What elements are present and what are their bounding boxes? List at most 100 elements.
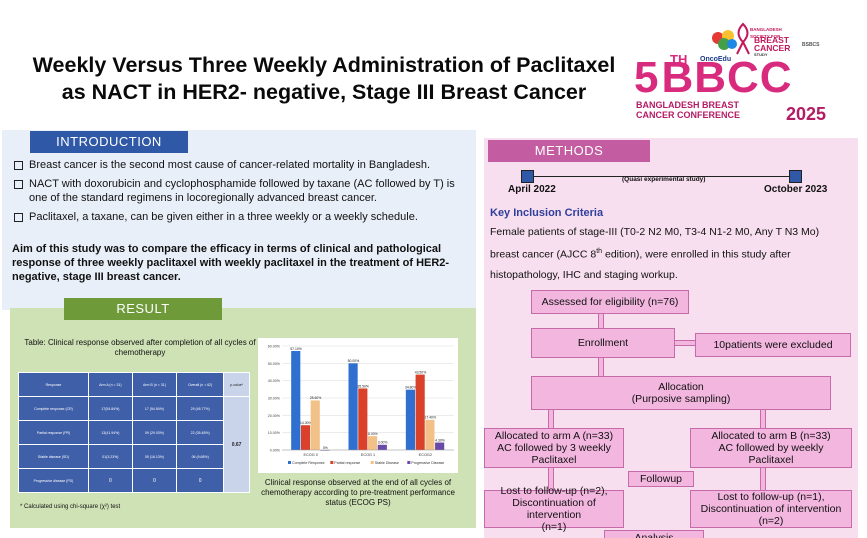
table-cell: 01(3.23%) — [88, 444, 133, 469]
flow-arrow — [598, 358, 604, 376]
y-tick-label: 30.00% — [268, 397, 281, 401]
x-tick-label: ECOG 1 — [361, 453, 375, 457]
intro-bullet: NACT with doxorubicin and cyclophosphami… — [12, 177, 472, 205]
chart-bar — [435, 442, 445, 450]
table-row: Complete response (CR) 17(54.84%) 17 (54… — [18, 396, 250, 493]
data-label: 0% — [323, 446, 328, 450]
data-label: 57.10% — [290, 347, 302, 351]
legend-label: Stable Disease — [375, 461, 399, 465]
y-tick-label: 40.00% — [268, 379, 281, 383]
flow-arrow — [760, 410, 766, 428]
table-cell: Complete response (CR) — [18, 396, 89, 421]
table-header-cell: Overall (n = 62) — [176, 372, 225, 397]
conference-logo: OncoEdu BANGLADESH SOCIETY FOR BREAST CA… — [634, 22, 834, 126]
inclusion-criteria-title: Key Inclusion Criteria — [490, 207, 604, 219]
bsbcs-label: BSBCS — [802, 42, 820, 48]
table-cell: 0 — [131, 468, 178, 493]
legend-swatch — [330, 461, 334, 464]
p-value-cell: 0.67 — [223, 396, 250, 493]
response-chart: 0.00% 10.00% 20.00% 30.00% 40.00% 50.00% 60.00… — [258, 338, 458, 473]
conference-name: BANGLADESH BREAST CANCER CONFERENCE — [636, 100, 741, 120]
table-header-cell: Response — [18, 372, 89, 397]
timeline-end-marker — [789, 170, 802, 183]
legend-label: Partial response — [334, 461, 360, 465]
data-label: 3.00% — [378, 441, 388, 445]
flow-arm-a-box: Allocated to arm A (n=33) AC followed by… — [484, 428, 624, 468]
table-cell: 17 (54.84%) — [131, 396, 178, 421]
data-label: 43.50% — [415, 370, 427, 374]
table-row: Progressive disease (PD) 0 0 0 — [18, 468, 250, 493]
table-header-cell: Arm B (n = 31) — [131, 372, 178, 397]
flow-arrow — [548, 468, 554, 490]
flow-lost-a-box: Lost to follow-up (n=2), Discontinuation… — [484, 485, 624, 533]
result-bottom-strip — [258, 530, 458, 538]
chart-bar — [300, 425, 311, 450]
data-label: 35.50% — [357, 384, 369, 388]
legend-label: Progressive Disease — [411, 461, 444, 465]
study-design: (Quasi experimental study) — [622, 176, 706, 183]
society-breast-cancer: BREAST CANCER STUDY — [754, 35, 791, 57]
table-cell: 0 — [176, 468, 225, 493]
response-chart-svg: 0.00% 10.00% 20.00% 30.00% 40.00% 50.00% 60.00… — [268, 345, 454, 465]
intro-bullet: Paclitaxel, a taxane, can be given eithe… — [12, 210, 472, 224]
timeline-start-marker — [521, 170, 534, 183]
table-cell: 22 (35.48%) — [176, 420, 225, 445]
chart-bar — [425, 419, 435, 450]
timeline-line — [528, 176, 796, 177]
y-tick-label: 10.00% — [268, 431, 281, 435]
table-header-cell: p-value* — [223, 372, 250, 397]
data-label: 4.30% — [435, 438, 445, 442]
table-caption: Table: Clinical response observed after … — [24, 338, 256, 357]
y-tick-label: 50.00% — [268, 362, 281, 366]
oncoedu-label: OncoEdu — [700, 56, 732, 63]
data-label: 28.60% — [310, 396, 322, 400]
chart-bar — [405, 389, 415, 450]
study-aim: Aim of this study was to compare the eff… — [12, 243, 450, 283]
data-label: 8.00% — [368, 432, 378, 436]
table-row: Stable disease (SD) 01(3.23%) 05 (16.13%… — [18, 444, 250, 469]
table-cell: Stable disease (SD) — [18, 444, 89, 469]
flow-lost-b-box: Lost to follow-up (n=1), Discontinuation… — [690, 490, 852, 528]
timeline-end-date: October 2023 — [764, 184, 828, 195]
flow-arrow — [675, 340, 695, 346]
table-row: Partial response (PR) 13(41.94%) 09 (29.… — [18, 420, 250, 445]
data-label: 34.80% — [405, 385, 417, 389]
flow-followup-box: Followup — [628, 471, 694, 487]
timeline-start-date: April 2022 — [508, 184, 556, 195]
y-tick-label: 20.00% — [268, 414, 281, 418]
table-footnote: * Calculated using chi-square (χ²) test — [20, 504, 121, 510]
flow-arrow — [548, 410, 554, 428]
table-header-row: Response Arm A (n = 31) Arm B (n = 31) O… — [18, 372, 250, 397]
table-cell: 29 (46.77%) — [176, 396, 225, 421]
flow-arrow — [598, 314, 604, 328]
flow-excluded-box: 10patients were excluded — [695, 333, 851, 357]
flow-allocation-box: Allocation (Purposive sampling) — [531, 376, 831, 410]
chart-bar — [291, 351, 301, 450]
table-cell: 09 (29.03%) — [131, 420, 178, 445]
data-label: 14.30% — [300, 421, 312, 425]
table-cell: 13(41.94%) — [88, 420, 133, 445]
title-line-2: as NACT in HER2- negative, Stage III Bre… — [61, 80, 587, 104]
chart-bar — [348, 363, 358, 450]
inclusion-criteria-text: Female patients of stage-III (T0-2 N2 M0… — [490, 226, 820, 281]
chart-bar — [320, 450, 330, 451]
society-name: BANGLADESH SOCIETY FOR — [750, 27, 782, 39]
chart-bar — [368, 436, 378, 450]
introduction-panel — [2, 130, 476, 310]
introduction-list: Breast cancer is the second most cause o… — [12, 158, 472, 229]
x-tick-label: ECOG2 — [419, 453, 432, 457]
table-cell: 17(54.84%) — [88, 396, 133, 421]
table-cell: 05 (16.13%) — [131, 444, 178, 469]
chart-caption: Clinical response observed at the end of… — [261, 478, 455, 507]
data-label: 50.00% — [348, 359, 360, 363]
flow-analysis-box: Analysis — [604, 530, 704, 538]
response-table: Response Arm A (n = 31) Arm B (n = 31) O… — [18, 372, 250, 493]
chart-bar — [415, 374, 425, 450]
poster-header: Weekly Versus Three Weekly Administratio… — [0, 0, 867, 127]
x-tick-label: ECOG 0 — [303, 453, 317, 457]
legend-swatch — [407, 461, 411, 464]
legend-swatch — [288, 461, 291, 464]
conference-year: 2025 — [786, 104, 827, 124]
conference-ordinal-suffix: TH — [670, 52, 688, 67]
chart-bar — [377, 444, 387, 450]
